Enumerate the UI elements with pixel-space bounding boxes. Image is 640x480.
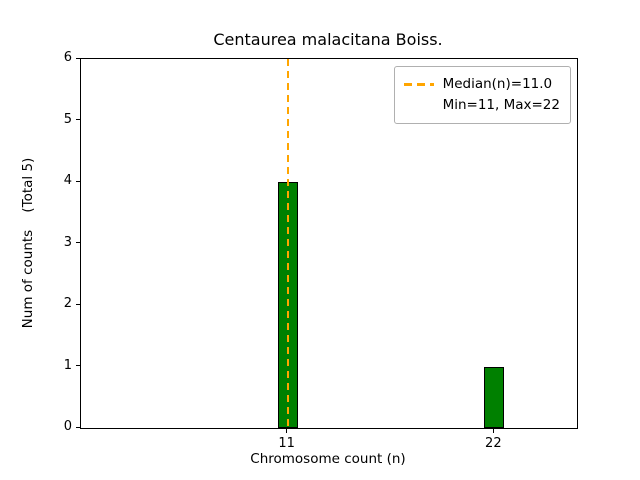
y-tick-mark (76, 242, 80, 243)
y-tick-mark (76, 426, 80, 428)
plot-area: Median(n)=11.0 Min=11, Max=22 (80, 58, 578, 429)
legend: Median(n)=11.0 Min=11, Max=22 (393, 66, 571, 124)
x-tick-mark (492, 429, 494, 433)
y-tick-label: 1 (63, 357, 72, 373)
y-tick-label: 2 (63, 296, 72, 311)
legend-row-median: Median(n)=11.0 (403, 74, 560, 95)
y-tick-mark (76, 365, 80, 366)
y-tick-label: 6 (63, 50, 72, 65)
y-axis-label: Num of counts (Total 5) (20, 157, 36, 329)
legend-row-minmax: Min=11, Max=22 (404, 95, 560, 116)
legend-label-minmax: Min=11, Max=22 (442, 96, 560, 113)
median-line (286, 59, 289, 428)
x-tick-mark (286, 429, 288, 433)
y-tick-mark (76, 57, 80, 59)
median-line-sample-icon (403, 83, 434, 86)
y-tick-label: 4 (63, 173, 72, 188)
y-tick-mark (76, 119, 80, 120)
x-tick-label: 22 (485, 436, 502, 451)
y-tick-label: 0 (63, 419, 72, 434)
y-tick-mark (76, 180, 80, 182)
bar-22 (484, 366, 505, 428)
y-tick-label: 5 (63, 111, 72, 127)
y-tick-label: 3 (63, 234, 72, 250)
legend-label-median: Median(n)=11.0 (442, 76, 553, 92)
x-axis-label: Chromosome count (n) (250, 451, 406, 467)
y-tick-mark (76, 303, 80, 305)
chart-title: Centaurea malacitana Boiss. (213, 30, 443, 49)
x-tick-label: 11 (278, 436, 295, 451)
